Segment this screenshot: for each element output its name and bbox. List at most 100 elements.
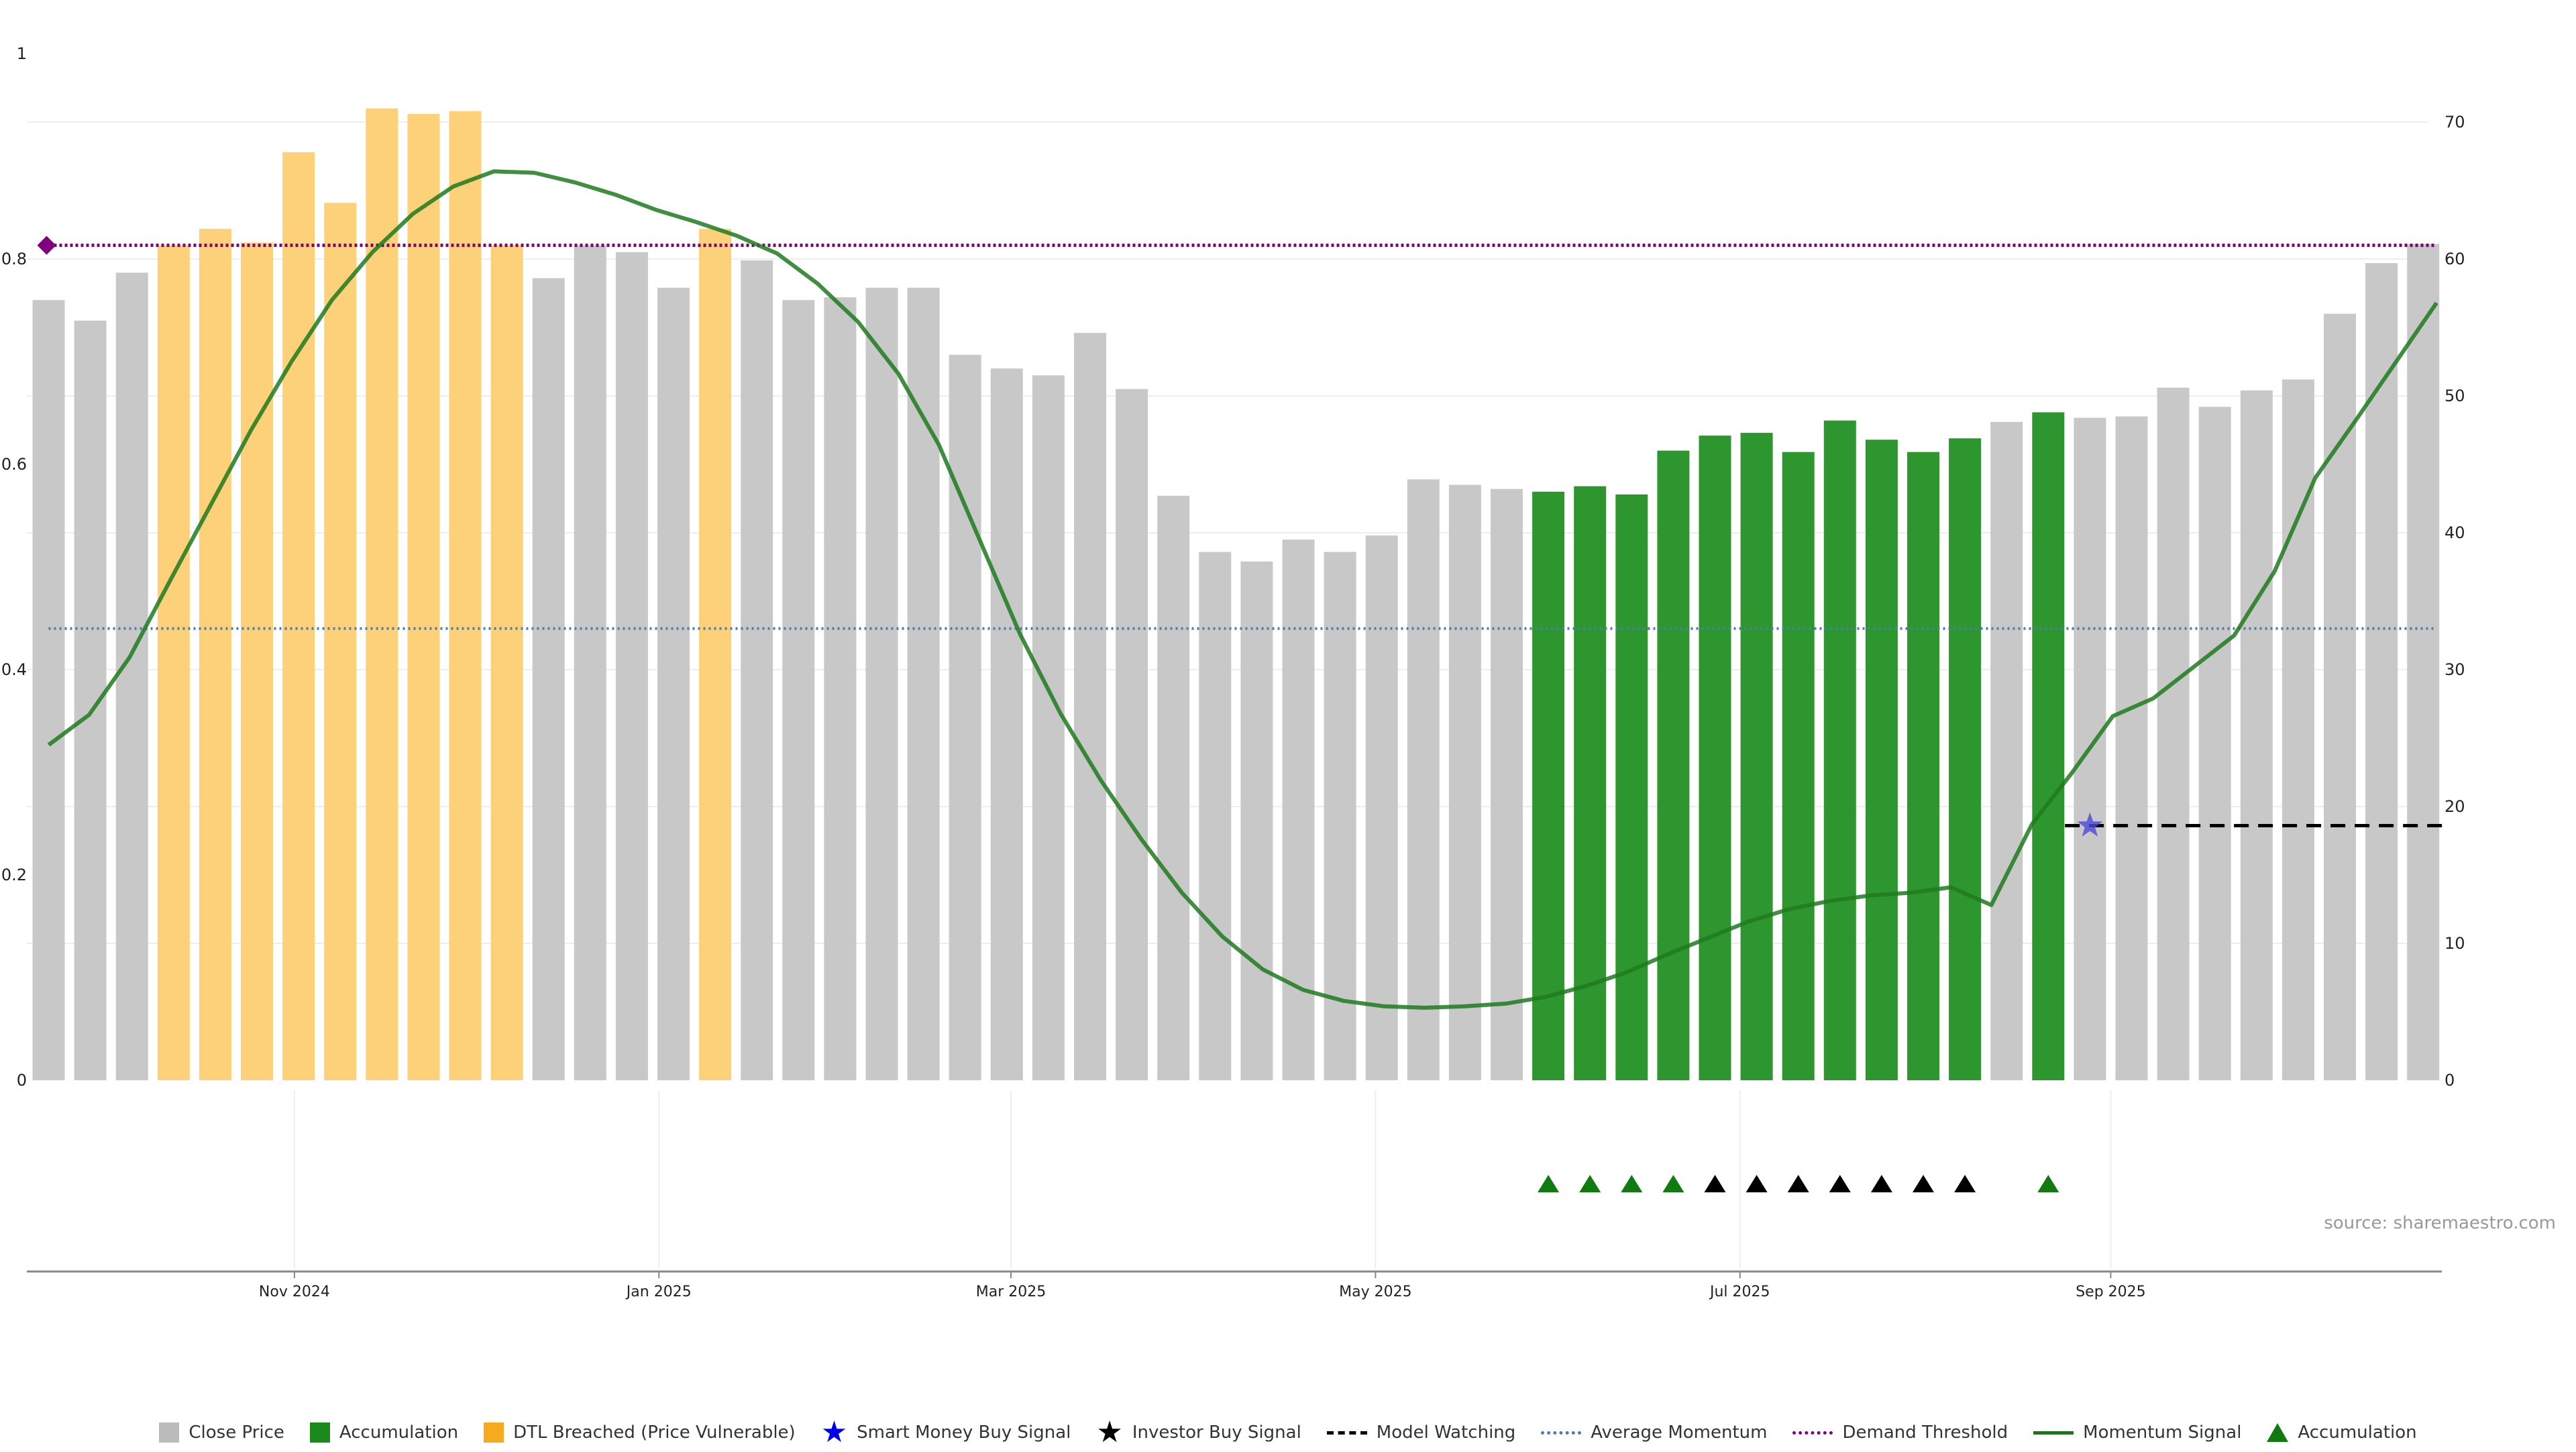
right-axis-tick-label: 70 [2445,113,2465,132]
investor-buy-triangle [1829,1175,1851,1192]
chart-legend: Close Price Accumulation DTL Breached (Pri… [0,1416,2576,1449]
price-bar [2407,244,2440,1080]
price-bar [865,287,898,1081]
price-bar [1199,552,1232,1080]
price-bar [1448,484,1481,1080]
price-bar [1491,488,1523,1080]
price-bar [1740,433,1773,1080]
legend-item: Accumulation [309,1422,459,1443]
green-triangle-icon [2267,1423,2289,1442]
dotted-line-icon [1792,1431,1833,1435]
source-attribution: source: sharemaestro.com [2324,1213,2556,1233]
price-bar [907,287,940,1081]
investor-buy-triangle [1787,1175,1809,1192]
legend-item: ★ Investor Buy Signal [1096,1415,1301,1449]
right-axis-tick-label: 40 [2445,523,2465,542]
price-bar [782,300,815,1081]
accumulation-triangle [1621,1175,1643,1192]
price-bar [1532,491,1565,1080]
left-axis-tick-label: 0.4 [1,660,27,679]
price-bar [699,229,732,1080]
legend-item: ★ Smart Money Buy Signal [820,1415,1071,1449]
price-bar [1282,539,1315,1080]
price-bar [574,245,606,1081]
accumulation-triangle [2037,1175,2059,1192]
legend-item: Model Watching [1326,1422,1516,1443]
price-bar [490,245,523,1081]
investor-buy-triangle [1704,1175,1726,1192]
price-bar [824,297,857,1080]
price-bar [2240,390,2273,1080]
price-bar [2032,412,2065,1080]
price-bar [1074,333,1106,1080]
x-tick-label: Sep 2025 [2076,1284,2145,1300]
price-bar [990,368,1023,1081]
legend-label: Demand Threshold [1842,1422,2008,1443]
left-axis-tick-label: 0.8 [1,250,27,268]
price-bar [449,111,482,1081]
price-bar [241,242,273,1080]
left-axis-tick-label: 0.6 [1,455,27,474]
momentum-signal-line [47,169,2438,1010]
price-bar [1324,552,1356,1080]
legend-item: Close Price [159,1422,284,1443]
right-axis-tick-label: 50 [2445,386,2465,405]
legend-label: Close Price [189,1422,284,1443]
accumulation-triangle [1579,1175,1601,1192]
legend-label: Investor Buy Signal [1132,1422,1301,1443]
price-bar [1615,494,1648,1080]
x-tick-label: Nov 2024 [259,1284,330,1300]
dotted-line-icon [1541,1431,1582,1435]
price-bar [1157,495,1190,1080]
demand-threshold-marker [37,236,56,255]
price-bar [1116,388,1148,1080]
investor-buy-triangle [1954,1175,1976,1192]
black-star-icon: ★ [1096,1415,1123,1449]
accumulation-triangle [1538,1175,1560,1192]
price-bar [657,287,690,1081]
price-bar [282,152,315,1080]
legend-label: DTL Breached (Price Vulnerable) [513,1422,796,1443]
price-bar [1865,439,1898,1080]
left-axis-tick-label: 0 [17,1071,27,1090]
price-bar [532,278,565,1080]
x-tick-label: Jul 2025 [1709,1284,1770,1300]
price-bar [115,272,148,1080]
investor-buy-triangle [1870,1175,1892,1192]
legend-label: Accumulation [339,1422,459,1443]
price-bar [1823,420,1856,1080]
legend-label: Model Watching [1376,1422,1516,1443]
price-bar [1657,450,1690,1080]
price-bar [1032,375,1065,1080]
legend-item: DTL Breached (Price Vulnerable) [484,1422,796,1443]
price-bar [1990,421,2023,1080]
price-bar [2115,416,2148,1080]
price-bar [407,113,440,1080]
left-axis-tick-label: 1 [17,44,27,63]
right-axis-tick-label: 10 [2445,934,2465,953]
price-bar [1365,535,1398,1080]
legend-label: Momentum Signal [2083,1422,2242,1443]
blue-star-icon: ★ [820,1415,848,1449]
left-axis-tick-label: 0.2 [1,866,27,884]
x-tick-label: May 2025 [1339,1284,1411,1300]
investor-buy-triangle [1913,1175,1934,1192]
price-bar [2198,407,2231,1080]
x-tick-label: Mar 2025 [976,1284,1046,1300]
legend-item: Momentum Signal [2033,1422,2241,1443]
right-axis-tick-label: 20 [2445,797,2465,816]
price-bar [1407,479,1440,1080]
legend-label: Smart Money Buy Signal [857,1422,1071,1443]
legend-item: Average Momentum [1541,1422,1767,1443]
right-axis-tick-label: 0 [2445,1071,2455,1090]
price-bar [1574,486,1607,1080]
right-axis-tick-label: 60 [2445,250,2465,268]
accumulation-swatch [309,1422,330,1443]
price-bar [1782,452,1815,1080]
price-bar [32,300,65,1081]
accumulation-triangle [1662,1175,1684,1192]
close-price-swatch [159,1422,180,1443]
price-bar [1907,452,1939,1080]
price-bar [1240,561,1273,1080]
